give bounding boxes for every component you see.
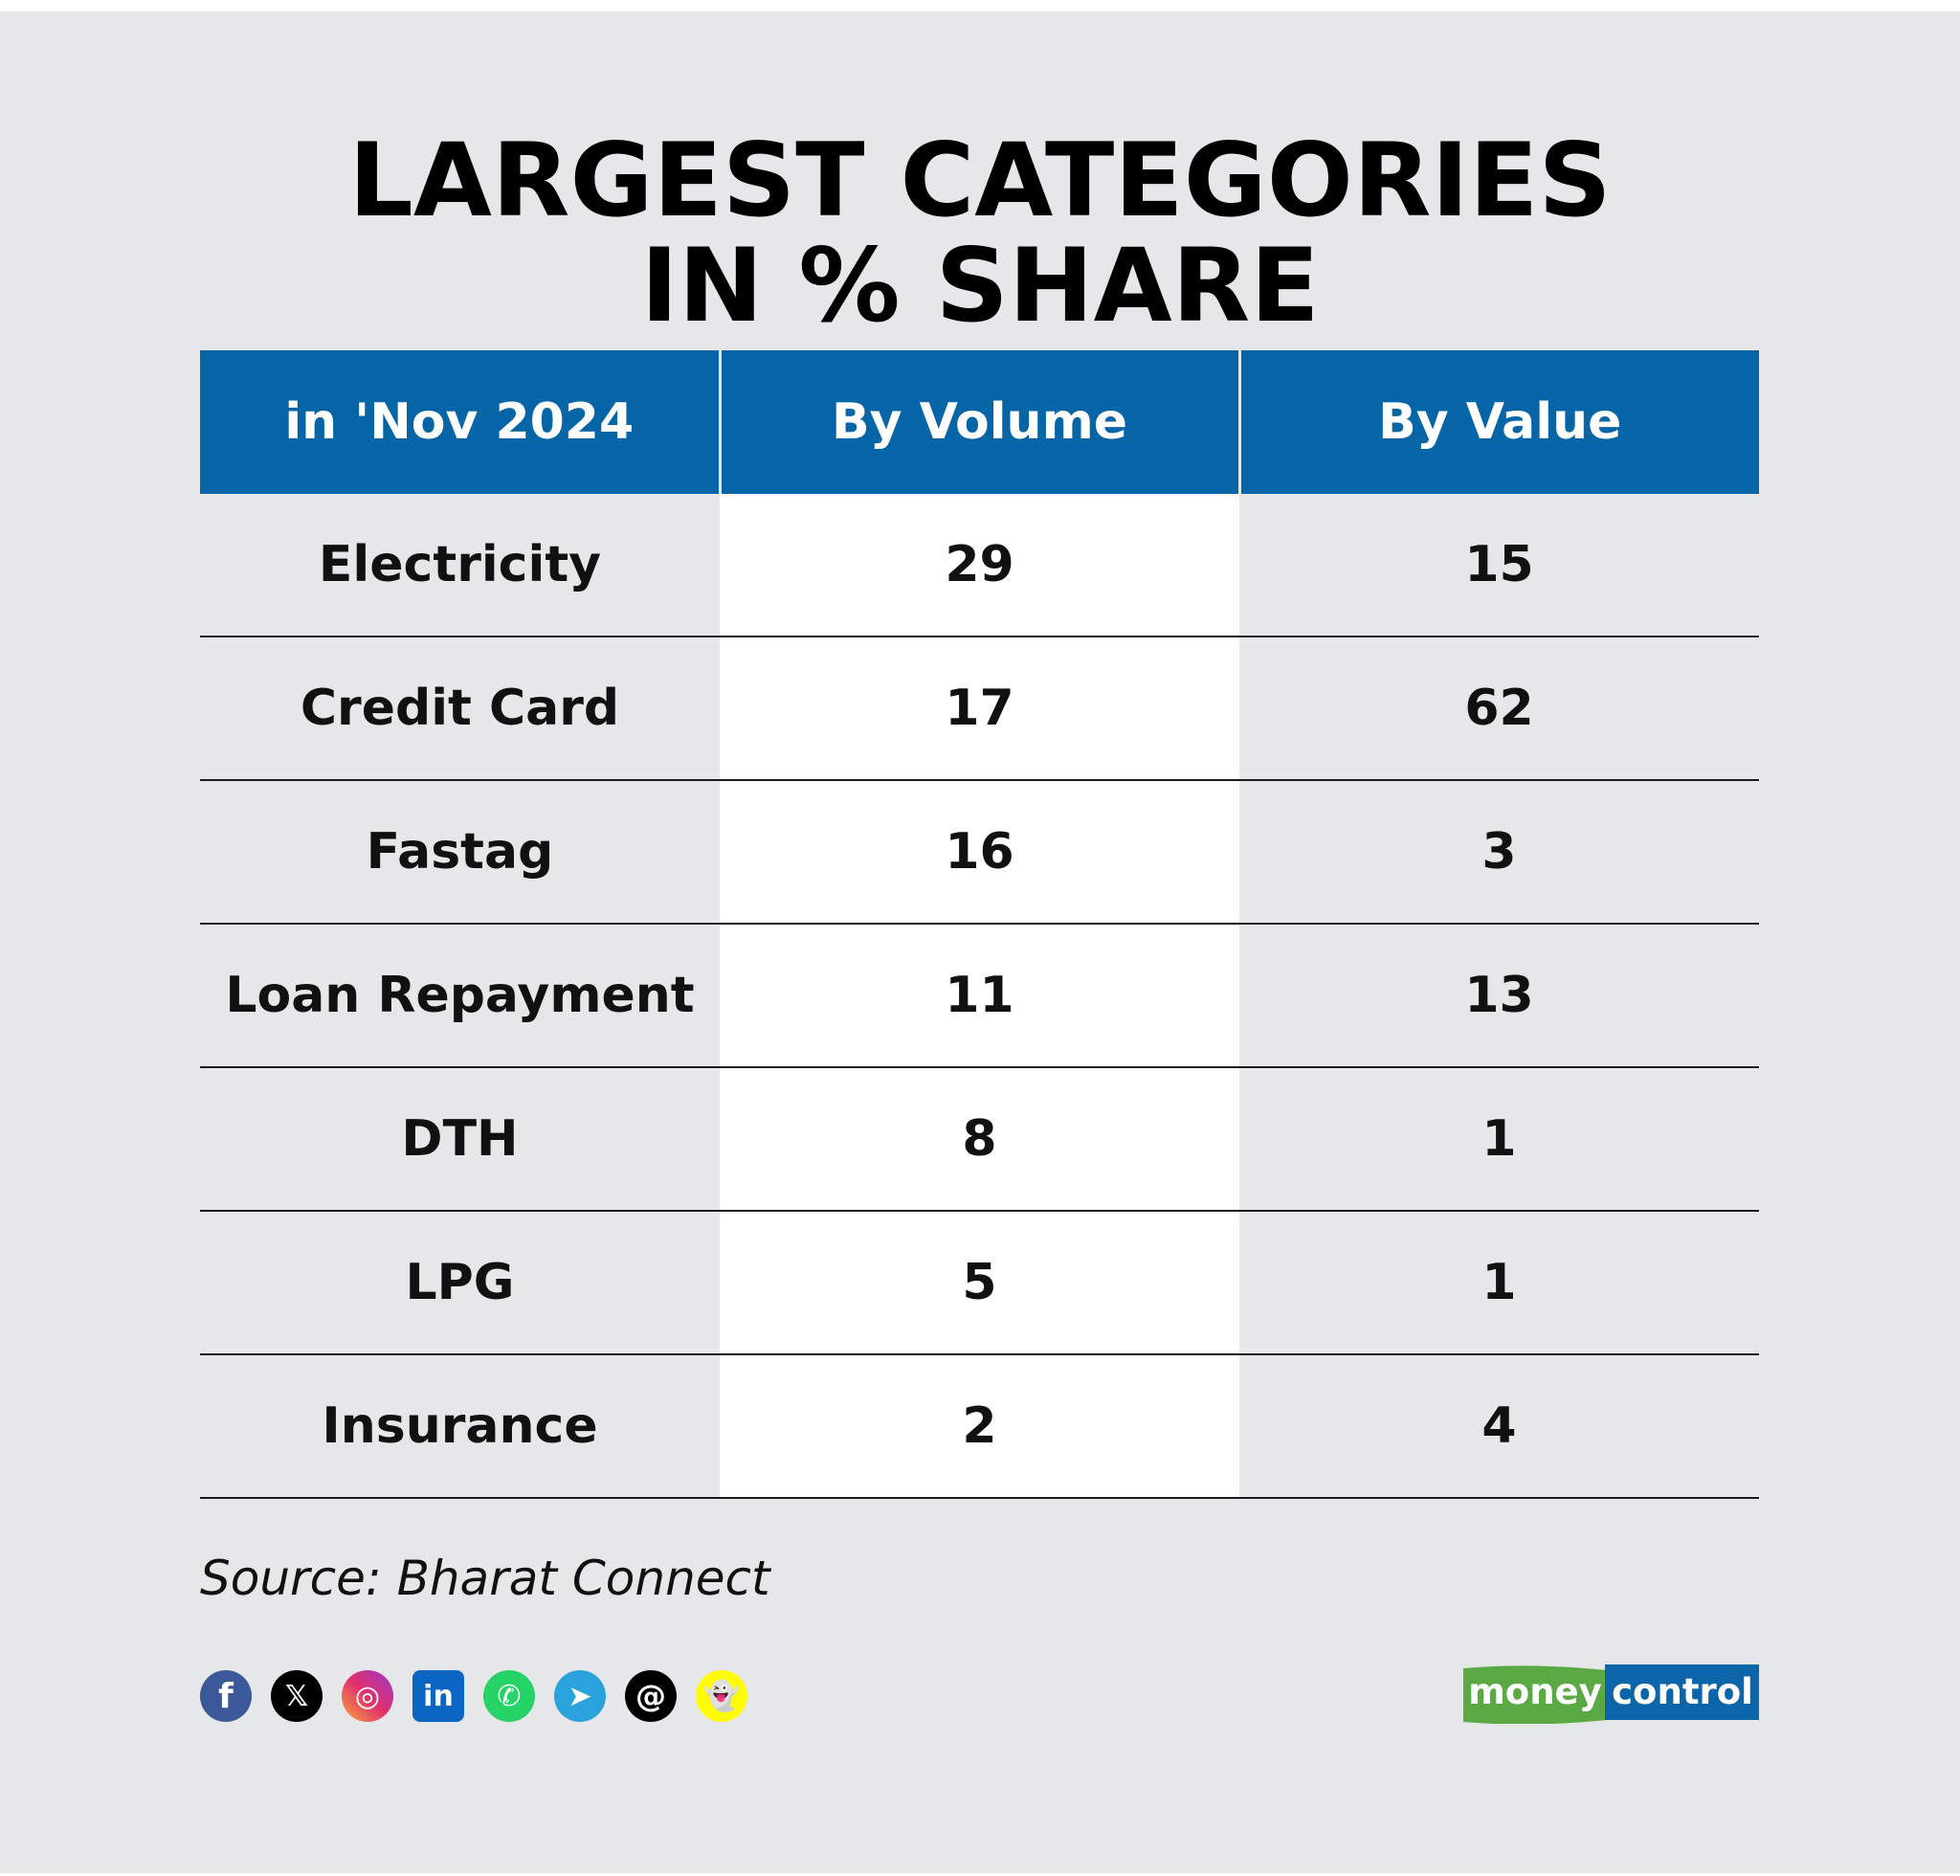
- logo-text-control: control: [1612, 1671, 1753, 1712]
- value-cell: 4: [1239, 1354, 1759, 1499]
- value-cell: 13: [1239, 924, 1759, 1068]
- volume-cell: 8: [720, 1067, 1239, 1212]
- data-table: in 'Nov 2024 By Volume By Value Electric…: [200, 350, 1759, 1499]
- linkedin-icon[interactable]: in: [412, 1670, 464, 1722]
- category-cell: Loan Repayment: [200, 924, 720, 1068]
- volume-cell: 5: [720, 1211, 1239, 1355]
- instagram-icon[interactable]: ◎: [342, 1670, 393, 1722]
- table-row: Credit Card 17 62: [200, 636, 1759, 781]
- telegram-icon[interactable]: ➤: [554, 1670, 606, 1722]
- column-header-value: By Value: [1239, 350, 1759, 494]
- title-line-1: LARGEST CATEGORIES: [348, 122, 1612, 239]
- table-row: DTH 8 1: [200, 1067, 1759, 1212]
- table-row: Loan Repayment 11 13: [200, 924, 1759, 1068]
- value-cell: 1: [1239, 1067, 1759, 1212]
- table-row: LPG 5 1: [200, 1211, 1759, 1355]
- table-row: Electricity 29 15: [200, 494, 1759, 637]
- table-header-row: in 'Nov 2024 By Volume By Value: [200, 350, 1759, 494]
- social-icons: f 𝕏 ◎ in ✆ ➤ @ 👻: [200, 1670, 747, 1722]
- value-cell: 15: [1239, 494, 1759, 637]
- category-cell: Insurance: [200, 1354, 720, 1499]
- snapchat-icon[interactable]: 👻: [696, 1670, 747, 1722]
- table-body: Electricity 29 15 Credit Card 17 62 Fastag 16 3 L…: [200, 494, 1759, 1499]
- facebook-icon[interactable]: f: [200, 1670, 252, 1722]
- category-cell: Electricity: [200, 494, 720, 637]
- category-cell: DTH: [200, 1067, 720, 1212]
- logo-green-block: [1463, 1665, 1607, 1724]
- source-note: Source: Bharat Connect: [200, 1551, 770, 1606]
- column-header-volume: By Volume: [720, 350, 1241, 494]
- threads-icon[interactable]: @: [625, 1670, 677, 1722]
- category-cell: Fastag: [200, 780, 720, 925]
- logo-text-money: money: [1468, 1671, 1602, 1712]
- volume-cell: 29: [720, 494, 1239, 637]
- table-row: Fastag 16 3: [200, 780, 1759, 925]
- value-cell: 3: [1239, 780, 1759, 925]
- table-row: Insurance 2 4: [200, 1354, 1759, 1499]
- logo-blue-block: [1605, 1664, 1759, 1720]
- title-line-2: IN % SHARE: [640, 227, 1320, 345]
- volume-cell: 2: [720, 1354, 1239, 1499]
- volume-cell: 11: [720, 924, 1239, 1068]
- whatsapp-icon[interactable]: ✆: [483, 1670, 535, 1722]
- value-cell: 1: [1239, 1211, 1759, 1355]
- x-icon[interactable]: 𝕏: [271, 1670, 323, 1722]
- chart-title: LARGEST CATEGORIES IN % SHARE: [0, 128, 1960, 339]
- value-cell: 62: [1239, 636, 1759, 781]
- category-cell: LPG: [200, 1211, 720, 1355]
- moneycontrol-logo: money control: [1463, 1664, 1759, 1724]
- category-cell: Credit Card: [200, 636, 720, 781]
- column-header-period: in 'Nov 2024: [200, 350, 722, 494]
- volume-cell: 16: [720, 780, 1239, 925]
- volume-cell: 17: [720, 636, 1239, 781]
